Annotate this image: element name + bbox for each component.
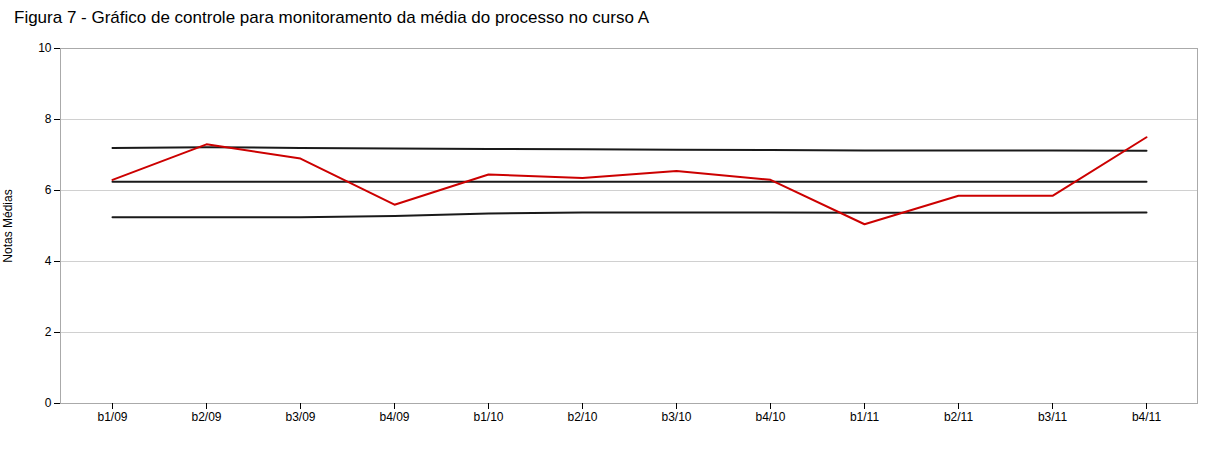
svg-text:b1/11: b1/11	[850, 410, 879, 424]
svg-text:b2/09: b2/09	[191, 410, 221, 424]
svg-text:b3/10: b3/10	[661, 410, 691, 424]
svg-text:b2/10: b2/10	[567, 410, 597, 424]
svg-text:b3/09: b3/09	[285, 410, 315, 424]
svg-text:b4/11: b4/11	[1132, 410, 1161, 424]
svg-text:6: 6	[45, 183, 52, 197]
svg-text:2: 2	[45, 325, 52, 339]
svg-text:b3/11: b3/11	[1038, 410, 1067, 424]
svg-text:10: 10	[38, 41, 52, 55]
svg-text:8: 8	[45, 112, 52, 126]
svg-text:Notas Médias: Notas Médias	[1, 189, 15, 262]
svg-text:b1/09: b1/09	[97, 410, 127, 424]
svg-text:b2/11: b2/11	[944, 410, 973, 424]
svg-text:0: 0	[45, 396, 52, 410]
svg-text:b1/10: b1/10	[473, 410, 503, 424]
svg-text:b4/09: b4/09	[379, 410, 409, 424]
svg-text:b4/10: b4/10	[755, 410, 785, 424]
svg-text:4: 4	[45, 254, 52, 268]
html-text:Figura 7 - Gráfico de controle: Figura 7 - Gráfico de controle para moni…	[14, 8, 649, 27]
